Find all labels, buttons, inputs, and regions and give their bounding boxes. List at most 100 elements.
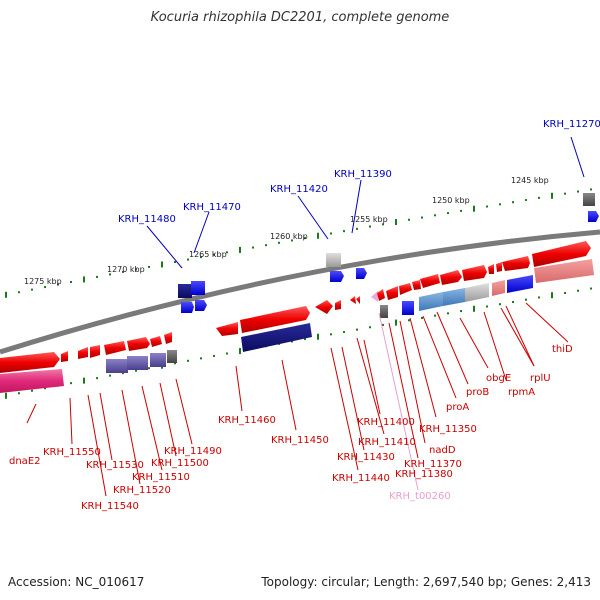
gene-block[interactable]: [0, 369, 64, 393]
gene-block[interactable]: [167, 350, 177, 363]
gene-label-dnae2[interactable]: dnaE2: [9, 456, 41, 467]
gene-block[interactable]: [465, 283, 489, 302]
gene-label-krh-11430[interactable]: KRH_11430: [337, 452, 395, 463]
gene-arrow[interactable]: [588, 211, 599, 222]
major-tick: [5, 291, 7, 298]
minor-tick: [187, 258, 189, 261]
minor-tick: [356, 328, 358, 331]
gene-label-krh-11510[interactable]: KRH_11510: [132, 472, 190, 483]
gene-arrow[interactable]: [496, 262, 502, 272]
gene-arrow[interactable]: [216, 322, 238, 336]
gene-label-krh-11520[interactable]: KRH_11520: [113, 485, 171, 496]
gene-label-thid[interactable]: thiD: [552, 344, 573, 355]
gene-arrow[interactable]: [181, 302, 194, 313]
gene-arrow[interactable]: [61, 351, 68, 362]
gene-label-krh-11490[interactable]: KRH_11490: [164, 446, 222, 457]
scale-label: 1265 kbp: [189, 250, 227, 259]
gene-arrow[interactable]: [371, 291, 378, 302]
gene-label-krh-t00260[interactable]: KRH_t00260: [389, 491, 451, 502]
gene-block[interactable]: [583, 193, 595, 206]
gene-label-rpma[interactable]: rpmA: [508, 387, 535, 398]
gene-arrow[interactable]: [330, 271, 344, 282]
gene-label-krh-11480[interactable]: KRH_11480: [118, 214, 176, 225]
gene-arrow[interactable]: [195, 300, 207, 311]
gene-block[interactable]: [507, 275, 533, 293]
minor-tick: [512, 201, 514, 204]
gene-label-nadd[interactable]: nadD: [429, 445, 456, 456]
gene-block[interactable]: [534, 259, 594, 283]
gene-block[interactable]: [419, 292, 443, 311]
gene-arrow[interactable]: [356, 296, 360, 304]
gene-label-krh-11350[interactable]: KRH_11350: [419, 424, 477, 435]
gene-label-krh-11540[interactable]: KRH_11540: [81, 501, 139, 512]
minor-tick: [187, 359, 189, 362]
gene-label-krh-11380[interactable]: KRH_11380: [395, 469, 453, 480]
gene-arrow[interactable]: [335, 300, 341, 310]
minor-tick: [434, 214, 436, 217]
gene-label-krh-11410[interactable]: KRH_11410: [358, 437, 416, 448]
gene-block[interactable]: [492, 280, 505, 296]
gene-arrow[interactable]: [386, 286, 398, 300]
gene-arrow[interactable]: [127, 337, 150, 351]
lower-strand-genes: [0, 241, 594, 393]
gene-block[interactable]: [191, 281, 205, 295]
gene-block[interactable]: [150, 353, 166, 367]
gene-arrow[interactable]: [350, 296, 356, 304]
minor-tick: [538, 196, 540, 199]
gene-arrow[interactable]: [488, 264, 494, 274]
gene-arrow[interactable]: [502, 256, 530, 271]
gene-arrow[interactable]: [150, 336, 162, 347]
gene-arrow[interactable]: [399, 283, 412, 295]
gene-label-proa[interactable]: proA: [446, 402, 469, 413]
gene-arrow[interactable]: [440, 270, 462, 285]
gene-arrow[interactable]: [90, 345, 100, 358]
gene-label-prob[interactable]: proB: [466, 387, 489, 398]
minor-tick: [369, 326, 371, 329]
gene-block[interactable]: [106, 359, 128, 373]
gene-label-krh-11550[interactable]: KRH_11550: [43, 447, 101, 458]
minor-tick: [538, 296, 540, 299]
minor-tick: [148, 367, 150, 370]
minor-tick: [252, 246, 254, 249]
gene-arrow[interactable]: [78, 347, 88, 359]
gene-label-krh-11400[interactable]: KRH_11400: [357, 417, 415, 428]
gene-block[interactable]: [178, 284, 192, 298]
gene-label-krh-11270[interactable]: KRH_11270: [543, 119, 600, 130]
gene-label-obge[interactable]: obgE: [486, 373, 511, 384]
gene-label-krh-11420[interactable]: KRH_11420: [270, 184, 328, 195]
gene-block[interactable]: [127, 356, 148, 370]
minor-tick: [200, 357, 202, 360]
gene-block[interactable]: [326, 253, 341, 267]
minor-tick: [304, 338, 306, 341]
gene-label-krh-11440[interactable]: KRH_11440: [332, 473, 390, 484]
gene-block[interactable]: [380, 305, 388, 318]
gene-arrow[interactable]: [240, 306, 310, 333]
gene-label-krh-11460[interactable]: KRH_11460: [218, 415, 276, 426]
gene-label-krh-11370[interactable]: KRH_11370: [404, 459, 462, 470]
lower-callouts: [26, 302, 569, 497]
gene-block[interactable]: [241, 323, 312, 352]
gene-label-krh-11500[interactable]: KRH_11500: [151, 458, 209, 469]
gene-arrow[interactable]: [412, 280, 421, 290]
minor-tick: [421, 216, 423, 219]
scale-label: 1275 kbp: [24, 277, 62, 286]
gene-arrow[interactable]: [356, 268, 367, 279]
gene-block[interactable]: [402, 301, 414, 315]
gene-arrow[interactable]: [532, 241, 591, 267]
gene-label-rplu[interactable]: rplU: [530, 373, 551, 384]
gene-label-krh-11530[interactable]: KRH_11530: [86, 460, 144, 471]
gene-arrow[interactable]: [377, 289, 385, 301]
gene-block[interactable]: [443, 288, 465, 306]
gene-label-krh-11450[interactable]: KRH_11450: [271, 435, 329, 446]
gene-arrow[interactable]: [420, 274, 440, 288]
gene-label-krh-11470[interactable]: KRH_11470: [183, 202, 241, 213]
gene-arrow[interactable]: [315, 300, 333, 314]
major-tick: [551, 192, 553, 199]
rna-callout: [378, 312, 419, 491]
gene-label-krh-11390[interactable]: KRH_11390: [334, 169, 392, 180]
gene-arrow[interactable]: [0, 352, 60, 373]
gene-arrow[interactable]: [462, 265, 487, 281]
minor-tick: [577, 289, 579, 292]
gene-arrow[interactable]: [164, 332, 172, 344]
gene-arrow[interactable]: [104, 341, 126, 355]
